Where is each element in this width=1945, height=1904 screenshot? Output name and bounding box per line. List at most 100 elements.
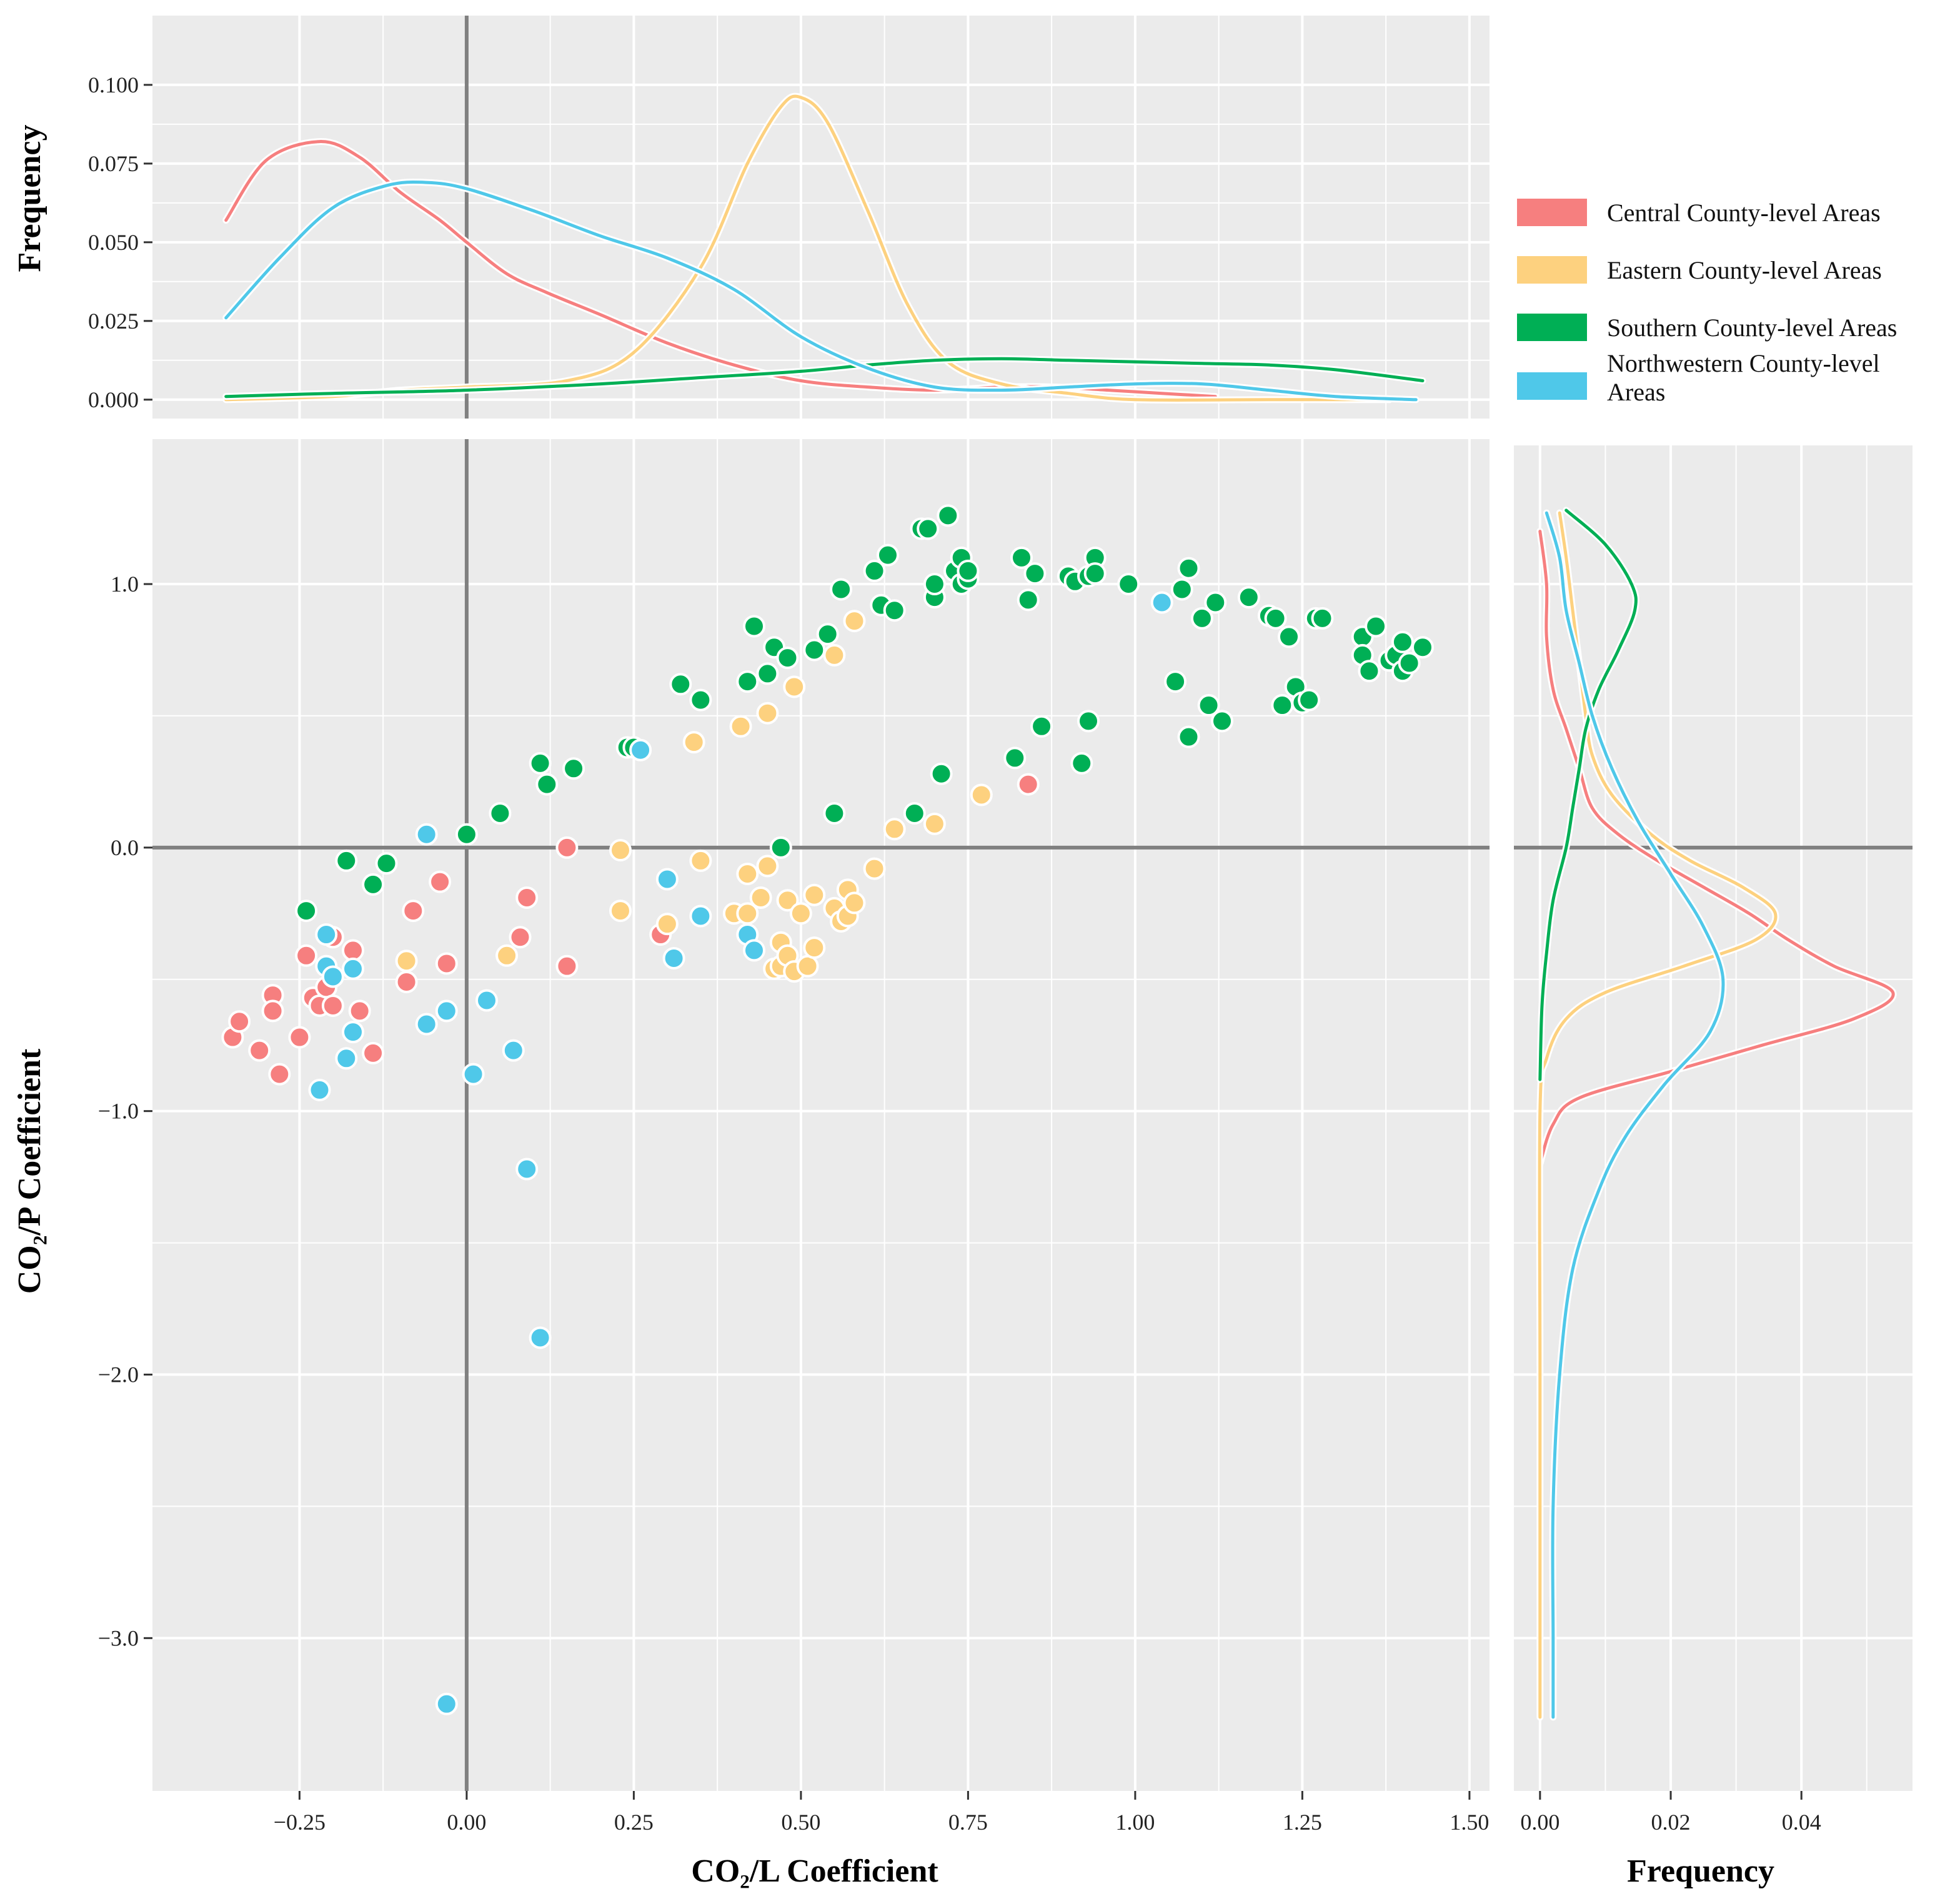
data-point-series-3 xyxy=(1003,746,1027,770)
right-x-tick-label: 0.04 xyxy=(1782,1810,1821,1835)
data-point-series-4 xyxy=(529,1326,552,1349)
data-point-series-4 xyxy=(743,939,765,962)
data-point-series-3 xyxy=(823,802,846,825)
legend-swatch xyxy=(1517,256,1587,284)
data-point-series-2 xyxy=(756,855,779,878)
legend-label: Central County-level Areas xyxy=(1607,199,1881,227)
data-point-series-2 xyxy=(395,950,418,973)
data-point-series-4 xyxy=(689,905,712,928)
data-point-series-3 xyxy=(1391,630,1414,653)
data-point-series-3 xyxy=(1311,607,1334,630)
data-point-series-3 xyxy=(816,623,839,646)
top-y-tick-label: 0.000 xyxy=(88,387,139,412)
data-point-series-3 xyxy=(1070,751,1093,775)
data-point-series-3 xyxy=(1365,615,1388,638)
data-point-series-3 xyxy=(830,578,853,601)
data-point-series-2 xyxy=(682,731,705,754)
data-point-series-3 xyxy=(1010,546,1033,569)
x-tick-label: 0.75 xyxy=(948,1810,988,1835)
data-point-series-1 xyxy=(509,926,532,949)
x-axis-title: CO₂/L Coefficient xyxy=(691,1853,938,1889)
data-point-series-3 xyxy=(1077,710,1100,733)
data-point-series-1 xyxy=(321,994,344,1017)
top-density-curve-series-4 xyxy=(224,181,1418,402)
data-point-series-4 xyxy=(1150,591,1173,614)
legend-item-series-3: Southern County-level Areas xyxy=(1517,314,1897,342)
data-point-series-3 xyxy=(295,900,318,923)
data-point-series-1 xyxy=(295,944,318,967)
data-point-series-4 xyxy=(308,1078,331,1101)
data-point-series-1 xyxy=(348,999,371,1023)
data-point-series-4 xyxy=(435,1692,458,1715)
data-point-series-1 xyxy=(288,1026,311,1049)
data-point-series-3 xyxy=(1177,725,1200,748)
data-point-series-3 xyxy=(1204,591,1227,614)
data-point-series-2 xyxy=(823,643,846,667)
data-point-series-2 xyxy=(609,839,632,862)
data-point-series-3 xyxy=(689,688,712,712)
data-point-series-2 xyxy=(843,891,866,915)
data-point-series-1 xyxy=(268,1063,291,1086)
y-axis-title: CO₂/P Coefficient xyxy=(12,1048,47,1294)
data-point-series-3 xyxy=(756,662,779,685)
data-point-series-2 xyxy=(970,783,993,806)
data-point-series-2 xyxy=(803,883,826,906)
data-point-series-4 xyxy=(335,1047,358,1070)
data-point-series-2 xyxy=(923,812,946,835)
top-density-panel xyxy=(152,16,1490,419)
data-point-series-3 xyxy=(1023,562,1047,585)
data-point-series-3 xyxy=(743,615,765,638)
data-point-series-3 xyxy=(375,852,398,875)
data-point-series-1 xyxy=(395,970,418,993)
data-point-series-3 xyxy=(1411,636,1434,659)
y-tick-label: −2.0 xyxy=(98,1362,139,1387)
data-point-series-3 xyxy=(1278,625,1300,648)
data-point-series-3 xyxy=(877,543,899,567)
data-point-series-3 xyxy=(455,823,478,846)
legend-swatch xyxy=(1517,314,1587,341)
data-point-series-2 xyxy=(776,889,799,912)
data-point-series-4 xyxy=(321,965,344,988)
data-point-series-3 xyxy=(883,599,906,622)
y-tick-label: 0.0 xyxy=(111,835,139,860)
x-tick-label: 0.50 xyxy=(781,1810,820,1835)
legend-item-series-1: Central County-level Areas xyxy=(1517,199,1881,227)
data-point-series-3 xyxy=(1017,588,1040,612)
data-point-series-1 xyxy=(362,1041,385,1064)
top-y-tick-label: 0.100 xyxy=(88,72,139,97)
data-point-series-4 xyxy=(655,868,679,891)
data-point-series-2 xyxy=(789,902,812,925)
data-point-series-3 xyxy=(930,762,953,785)
data-point-series-3 xyxy=(1170,578,1193,601)
data-point-series-3 xyxy=(362,873,385,896)
data-point-series-4 xyxy=(435,999,458,1023)
data-point-series-4 xyxy=(342,1021,364,1044)
data-point-series-4 xyxy=(415,1013,438,1036)
data-point-series-3 xyxy=(562,757,585,780)
data-point-series-3 xyxy=(903,802,926,825)
data-point-series-1 xyxy=(429,870,452,893)
data-point-series-2 xyxy=(796,954,819,978)
data-point-series-2 xyxy=(863,857,886,880)
x-tick-label: 1.00 xyxy=(1115,1810,1155,1835)
data-point-series-3 xyxy=(335,849,358,872)
data-point-series-4 xyxy=(502,1039,525,1062)
top-y-tick-label: 0.075 xyxy=(88,151,139,176)
legend-label: Southern County-level Areas xyxy=(1607,314,1897,342)
data-point-series-1 xyxy=(342,939,364,962)
right-x-tick-label: 0.00 xyxy=(1520,1810,1559,1835)
right-x-tick-label: 0.02 xyxy=(1651,1810,1691,1835)
top-y-axis-title: Frequency xyxy=(12,125,47,272)
data-point-series-4 xyxy=(475,989,498,1012)
legend: Central County-level Areas Eastern County… xyxy=(1517,199,1897,406)
y-tick-label: 1.0 xyxy=(111,572,139,597)
data-point-series-2 xyxy=(756,702,779,725)
data-point-series-3 xyxy=(863,559,886,582)
top-y-tick-label: 0.050 xyxy=(88,230,139,255)
data-point-series-3 xyxy=(1164,670,1187,693)
data-point-series-4 xyxy=(342,957,364,980)
data-point-series-4 xyxy=(629,738,652,761)
data-point-series-2 xyxy=(736,863,759,886)
data-point-series-3 xyxy=(776,647,799,670)
data-point-series-1 xyxy=(402,900,425,923)
